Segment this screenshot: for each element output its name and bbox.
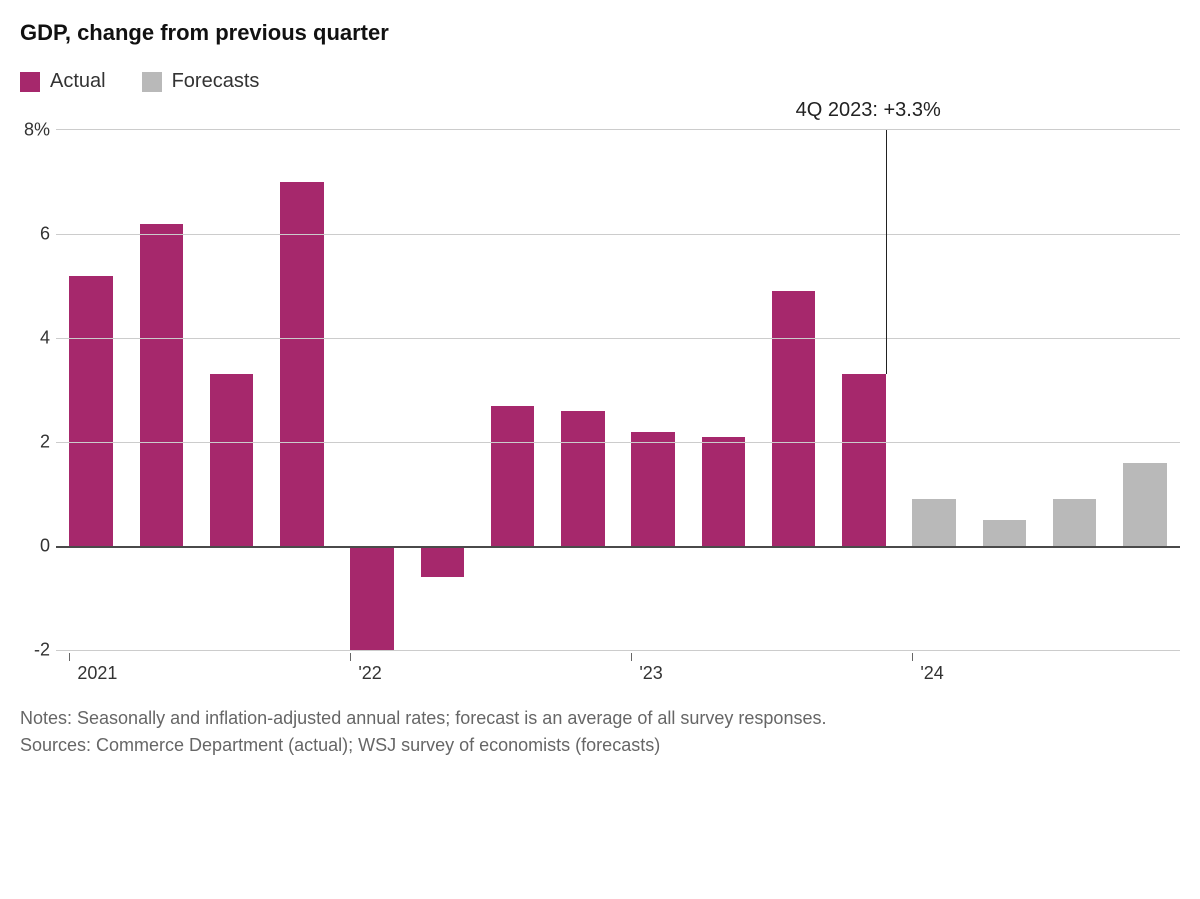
legend-label-actual: Actual: [50, 70, 106, 93]
gridline: [56, 338, 1180, 339]
x-axis-label: '22: [358, 663, 381, 684]
callout-label: 4Q 2023: +3.3%: [796, 99, 941, 122]
bar: [421, 546, 465, 577]
gdp-chart: GDP, change from previous quarter Actual…: [20, 20, 1180, 759]
bar: [280, 182, 324, 546]
gridline: [56, 650, 1180, 651]
x-tick: [912, 653, 913, 661]
legend-swatch-actual: [20, 72, 40, 92]
gridline: [56, 234, 1180, 235]
x-tick: [631, 653, 632, 661]
plot-wrap: 4Q 2023: +3.3% -202468% 2021'22'23'24: [56, 129, 1180, 693]
y-axis-label: 6: [20, 224, 50, 245]
legend-label-forecast: Forecasts: [172, 70, 260, 93]
y-axis-label: 8%: [20, 120, 50, 141]
bar: [69, 276, 113, 546]
x-tick: [350, 653, 351, 661]
chart-notes: Notes: Seasonally and inflation-adjusted…: [20, 705, 1180, 759]
bar: [912, 499, 956, 546]
callout-line: [886, 130, 887, 374]
bar: [702, 437, 746, 546]
y-axis-label: 2: [20, 432, 50, 453]
x-axis-label: '24: [920, 663, 943, 684]
y-axis-label: -2: [20, 640, 50, 661]
bar: [983, 520, 1027, 546]
bar: [772, 291, 816, 546]
bar: [491, 406, 535, 546]
x-axis: 2021 '22 '23 '24: [56, 653, 1180, 693]
x-tick: [69, 653, 70, 661]
bar: [210, 374, 254, 546]
notes-line-2: Sources: Commerce Department (actual); W…: [20, 732, 1180, 759]
legend-item-forecast: Forecasts: [142, 70, 260, 93]
x-axis-label: '23: [639, 663, 662, 684]
y-axis-label: 0: [20, 536, 50, 557]
bar: [842, 374, 886, 546]
bar: [350, 546, 394, 650]
legend-swatch-forecast: [142, 72, 162, 92]
gridline: [56, 442, 1180, 443]
y-axis-label: 4: [20, 328, 50, 349]
chart-title: GDP, change from previous quarter: [20, 20, 1180, 46]
zero-line: [56, 546, 1180, 548]
bar: [1123, 463, 1167, 546]
notes-line-1: Notes: Seasonally and inflation-adjusted…: [20, 705, 1180, 732]
bar: [561, 411, 605, 546]
bar: [140, 224, 184, 546]
x-axis-label: 2021: [77, 663, 117, 684]
plot-area: -202468%: [56, 129, 1180, 649]
legend: Actual Forecasts: [20, 70, 1180, 93]
legend-item-actual: Actual: [20, 70, 106, 93]
bar: [631, 432, 675, 546]
bar: [1053, 499, 1097, 546]
bars-layer: [56, 130, 1180, 649]
